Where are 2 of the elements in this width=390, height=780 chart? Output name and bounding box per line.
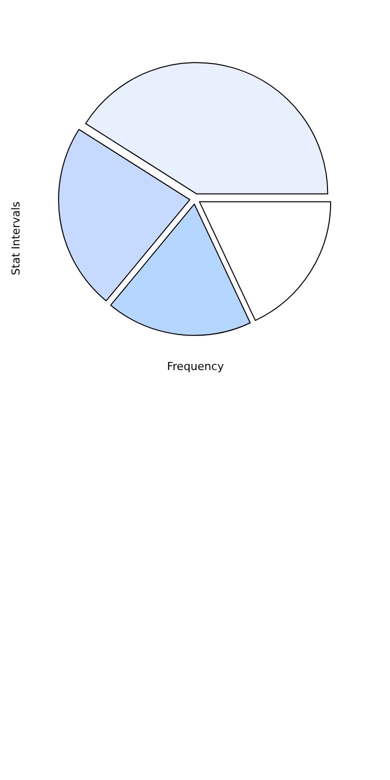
text: Frequency	[167, 360, 224, 373]
text: Stat Intervals	[9, 201, 22, 276]
